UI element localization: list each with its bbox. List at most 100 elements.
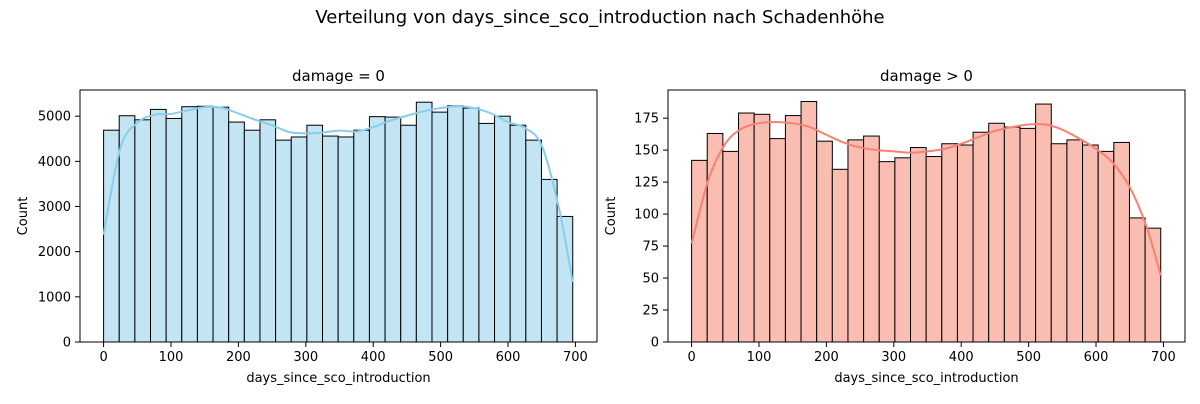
histogram-bar [447, 105, 464, 343]
x-tick-label: 400 [361, 350, 386, 365]
x-tick-label: 0 [687, 350, 695, 365]
histogram-bar [478, 122, 496, 343]
histogram-bar [956, 144, 974, 343]
histogram-bar [228, 121, 245, 343]
histogram-bar [212, 106, 230, 343]
figure-suptitle: Verteilung von days_since_sco_introducti… [315, 7, 884, 28]
histogram-bar [384, 116, 402, 343]
histogram-bar [1082, 144, 1099, 343]
y-tick-label: 0 [651, 336, 659, 351]
y-tick-label: 4000 [38, 155, 71, 170]
histogram-bar [910, 147, 927, 343]
histogram-bar [784, 115, 802, 343]
y-tick-label: 150 [634, 144, 659, 159]
histogram-bar [400, 124, 417, 343]
histogram-bar [847, 139, 865, 343]
histogram-bar [925, 156, 943, 343]
histogram-bar [368, 116, 386, 343]
histogram-bar [118, 115, 136, 343]
histogram-bar [181, 106, 198, 343]
x-tick-label: 500 [1016, 350, 1041, 365]
histogram-bar [691, 159, 708, 343]
histogram-bar [722, 150, 740, 343]
axes-frame [79, 89, 598, 343]
histogram-bar [150, 108, 167, 343]
y-axis-label: Count [16, 197, 31, 236]
x-tick-label: 300 [293, 350, 318, 365]
histogram-bar [243, 129, 261, 343]
histogram-bar [738, 112, 755, 343]
histogram-bar [540, 178, 558, 343]
x-tick-label: 100 [747, 350, 772, 365]
histogram-bar [494, 115, 511, 343]
histogram-bar [769, 138, 786, 343]
x-tick-label: 300 [881, 350, 906, 365]
histogram-bar [415, 101, 433, 343]
histogram-bar [259, 119, 277, 343]
histogram-bar [1050, 143, 1068, 343]
x-tick-label: 700 [563, 350, 588, 365]
y-tick-label: 175 [634, 112, 659, 127]
kde-line [690, 120, 1162, 276]
histogram-bar [894, 157, 912, 343]
y-tick-label: 100 [634, 208, 659, 223]
histogram-bar [753, 113, 771, 343]
histogram-bar [1035, 103, 1052, 343]
x-tick-label: 100 [159, 350, 184, 365]
histogram-bar [337, 136, 355, 343]
histogram-bar [290, 136, 308, 343]
histogram-bar [1128, 217, 1146, 343]
histogram-bar [134, 119, 152, 343]
x-tick-label: 700 [1151, 350, 1176, 365]
panel-title: damage > 0 [880, 67, 973, 85]
x-tick-label: 600 [496, 350, 521, 365]
histogram-bar [431, 111, 449, 343]
x-axis-label: days_since_sco_introduction [834, 371, 1018, 386]
y-tick-label: 75 [642, 240, 659, 255]
histogram-bar [1019, 127, 1037, 343]
histogram-bar [353, 129, 370, 343]
histogram-bar [322, 135, 339, 343]
panel-damage-positive: 0 100 200 300 400 500 600 700 0 25 50 75 100 125 150 17… [604, 67, 1186, 386]
histogram-bar [863, 135, 880, 343]
histogram-bar [972, 131, 990, 343]
x-tick-label: 400 [949, 350, 974, 365]
y-tick-label: 3000 [38, 200, 71, 215]
y-tick-label: 1000 [38, 290, 71, 305]
histogram-bar [816, 140, 833, 343]
histogram-bar [878, 161, 896, 343]
x-tick-label: 500 [428, 350, 453, 365]
y-tick-label: 50 [642, 272, 659, 287]
x-axis-label: days_since_sco_introduction [246, 371, 430, 386]
histogram-bar [275, 139, 292, 343]
y-tick-label: 2000 [38, 245, 71, 260]
histogram-bar [800, 101, 818, 343]
histogram-bar [1003, 126, 1021, 343]
kde-line [102, 105, 574, 283]
histogram-bar [165, 117, 183, 343]
histogram-bar [988, 122, 1005, 343]
histogram-bar [831, 168, 849, 343]
histogram-bar [1066, 139, 1084, 343]
y-tick-label: 125 [634, 176, 659, 191]
y-tick-label: 0 [63, 336, 71, 351]
y-tick-label: 25 [642, 304, 659, 319]
panel-damage-zero: 0 100 200 300 400 500 600 700 0 1000 2000 3000 4000 5… [16, 67, 598, 386]
x-tick-label: 600 [1084, 350, 1109, 365]
histogram-bar [196, 105, 214, 343]
axes-frame [667, 89, 1186, 343]
histogram-bar [1097, 150, 1115, 343]
y-axis-label: Count [604, 197, 619, 236]
histogram-bar [509, 124, 527, 343]
x-tick-label: 200 [226, 350, 251, 365]
x-tick-label: 0 [99, 350, 107, 365]
y-tick-label: 5000 [38, 110, 71, 125]
histogram-bar [525, 139, 542, 343]
histogram-bar [306, 124, 324, 343]
panel-title: damage = 0 [292, 67, 385, 85]
histogram-bar [462, 107, 480, 343]
histogram-bar [941, 143, 958, 343]
x-tick-label: 200 [814, 350, 839, 365]
